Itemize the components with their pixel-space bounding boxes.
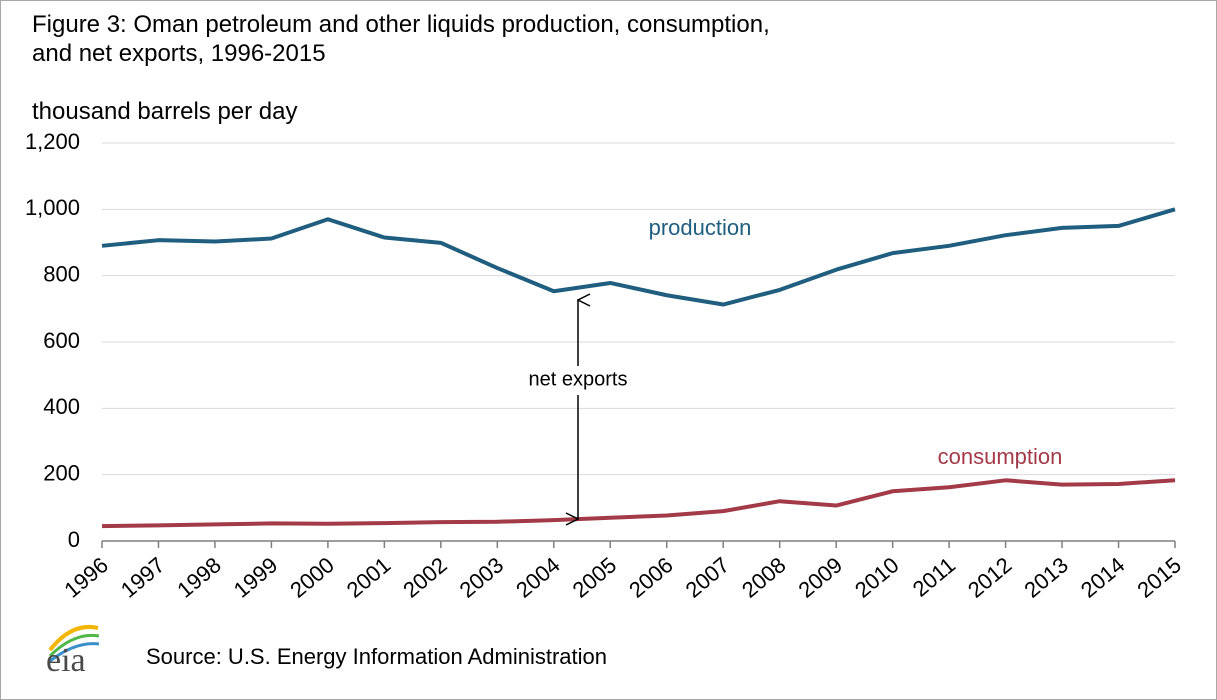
y-tick-label: 200 <box>43 460 80 485</box>
y-tick-label: 800 <box>43 261 80 286</box>
y-tick-label: 0 <box>68 527 80 552</box>
logo: eia <box>46 642 86 679</box>
series-line <box>101 478 1176 529</box>
series-label: consumption <box>938 444 1063 469</box>
source: Source: U.S. Energy Information Administ… <box>146 644 607 669</box>
y-tick-label: 400 <box>43 394 80 419</box>
chart-subtitle: thousand barrels per day <box>32 98 298 125</box>
logo-arc <box>48 625 99 652</box>
logo-arc <box>49 642 100 663</box>
series-label: production <box>649 215 752 240</box>
series-line <box>101 207 1176 307</box>
annotation: net exports <box>529 368 628 390</box>
y-tick-label: 1,200 <box>25 129 80 154</box>
chart-title: Figure 3: Oman petroleum and other liqui… <box>32 11 770 67</box>
y-tick-label: 1,000 <box>25 195 80 220</box>
logo-arc <box>48 633 100 658</box>
y-tick-label: 600 <box>43 328 80 353</box>
